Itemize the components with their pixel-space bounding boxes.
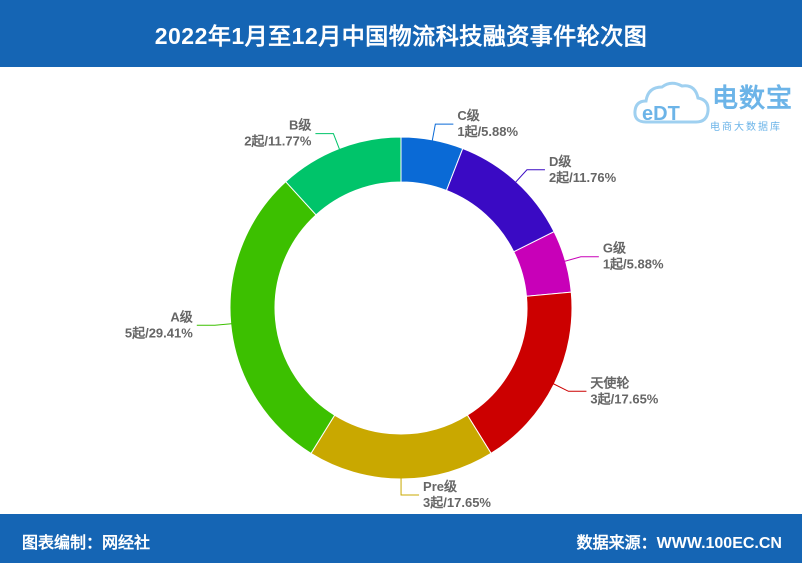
slice-label-name-3: 天使轮	[590, 375, 629, 390]
slice-label-value-3: 3起/17.65%	[590, 391, 658, 406]
footer-compiler: 图表编制：网经社	[22, 535, 151, 552]
donut-slices	[229, 136, 573, 480]
slice-label-name-1: D级	[549, 154, 572, 169]
watermark-subtitle: 电商大数据库	[710, 122, 782, 133]
cloud-logo-icon: eDT	[633, 81, 710, 125]
slice-6	[285, 136, 402, 216]
leader-line-4	[400, 476, 420, 496]
donut-chart: C级1起/5.88%D级2起/11.76%G级1起/5.88%天使轮3起/17.…	[125, 108, 664, 510]
chart-footer: 图表编制：网经社 数据来源：WWW.100EC.CN	[0, 514, 802, 563]
watermark-name: 电数宝	[712, 83, 794, 113]
slice-label-name-4: Pre级	[423, 479, 458, 494]
chart-title: 2022年1月至12月中国物流科技融资事件轮次图	[154, 22, 648, 49]
leader-line-3	[552, 382, 587, 392]
leader-line-1	[514, 169, 545, 184]
leader-line-0	[431, 123, 454, 142]
footer-source: 数据来源：WWW.100EC.CN	[576, 535, 782, 552]
slice-label-value-6: 2起/11.77%	[244, 134, 312, 149]
chart-header: 2022年1月至12月中国物流科技融资事件轮次图	[0, 0, 802, 67]
slice-label-value-5: 5起/29.41%	[125, 325, 193, 340]
slice-label-name-5: A级	[170, 309, 193, 324]
slice-label-value-2: 1起/5.88%	[603, 257, 664, 272]
slice-label-name-6: B级	[289, 118, 312, 133]
slice-label-value-4: 3起/17.65%	[423, 495, 491, 510]
slice-1	[445, 147, 555, 253]
leader-line-6	[315, 133, 341, 151]
slice-3	[466, 291, 573, 455]
slice-4	[310, 414, 492, 480]
leader-line-2	[563, 256, 599, 263]
watermark: eDT 电数宝 电商大数据库	[632, 72, 797, 134]
slice-labels: C级1起/5.88%D级2起/11.76%G级1起/5.88%天使轮3起/17.…	[125, 108, 664, 510]
slice-label-value-1: 2起/11.76%	[549, 170, 617, 185]
slice-label-name-2: G级	[603, 241, 627, 256]
watermark-logo-text: eDT	[642, 103, 680, 125]
slice-label-name-0: C级	[457, 108, 480, 123]
leader-line-5	[196, 323, 233, 326]
slice-5	[229, 180, 336, 455]
slice-label-value-0: 1起/5.88%	[457, 124, 518, 139]
